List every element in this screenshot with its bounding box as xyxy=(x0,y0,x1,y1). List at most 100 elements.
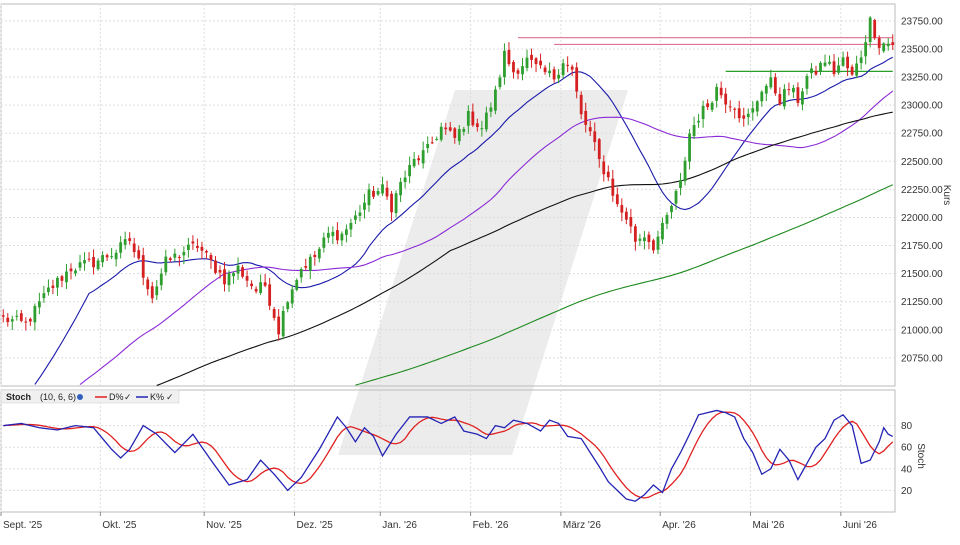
candle-body xyxy=(245,276,249,281)
candle-body xyxy=(593,131,597,143)
candle-body xyxy=(119,242,123,253)
candle-body xyxy=(503,50,506,78)
candle-body xyxy=(670,206,673,213)
candle-body xyxy=(42,293,46,299)
candle-body xyxy=(146,279,150,290)
candle-body xyxy=(489,107,493,112)
candle-body xyxy=(421,150,425,164)
price-tick-label: 23000.00 xyxy=(901,101,943,112)
candle-body xyxy=(507,49,511,65)
candle-body xyxy=(214,260,217,273)
candle-body xyxy=(724,93,728,105)
candle-body xyxy=(87,258,91,260)
candle-body xyxy=(15,315,19,317)
candle-body xyxy=(832,61,836,75)
candle-body xyxy=(399,181,402,196)
candle-body xyxy=(33,305,37,323)
candle-body xyxy=(277,316,281,335)
candle-body xyxy=(439,126,443,140)
x-axis-month-label: Juni '26 xyxy=(843,520,878,531)
candle-body xyxy=(83,260,86,264)
candle-body xyxy=(584,110,588,125)
candle-body xyxy=(236,265,240,274)
candle-body xyxy=(227,273,231,286)
legend-indicator-name: Stoch xyxy=(6,392,31,402)
price-tick-label: 22500.00 xyxy=(901,157,943,168)
candle-body xyxy=(480,128,484,130)
candle-body xyxy=(232,273,235,277)
watermark-logo xyxy=(338,90,628,455)
stochastic-y-axis-title: Stoch xyxy=(915,443,926,469)
candle-body xyxy=(259,282,263,293)
legend-series-k: K% xyxy=(150,392,164,402)
candle-body xyxy=(674,190,678,204)
candle-body xyxy=(376,191,380,195)
candle-body xyxy=(299,269,303,278)
candle-body xyxy=(200,246,204,251)
candle-body xyxy=(196,245,199,248)
moving-average-200 xyxy=(355,184,893,386)
candle-body xyxy=(69,268,73,272)
candle-body xyxy=(665,214,669,224)
candle-body xyxy=(331,231,335,237)
watermark-shape xyxy=(338,90,628,455)
candle-body xyxy=(868,17,872,43)
legend-series-d: D% xyxy=(109,392,124,402)
legend-k-check-icon[interactable]: ✓ xyxy=(166,392,174,402)
candle-body xyxy=(697,120,700,123)
candle-body xyxy=(363,202,366,210)
candle-body xyxy=(782,89,786,107)
candle-body xyxy=(155,286,159,296)
candle-body xyxy=(498,77,502,88)
candle-body xyxy=(6,317,10,323)
price-tick-label: 21000.00 xyxy=(901,325,943,336)
candle-body xyxy=(358,212,362,216)
candle-body xyxy=(74,270,77,274)
candle-body xyxy=(209,255,213,260)
candle-body xyxy=(408,165,412,177)
candle-body xyxy=(286,302,290,310)
candle-body xyxy=(864,42,868,57)
candle-body xyxy=(886,43,890,47)
candle-body xyxy=(367,189,371,206)
candle-body xyxy=(620,205,624,213)
candle-body xyxy=(10,319,14,322)
candle-body xyxy=(624,211,628,220)
candle-body xyxy=(597,139,601,160)
candle-body xyxy=(683,160,687,182)
candle-body xyxy=(51,285,55,289)
price-tick-label: 23750.00 xyxy=(901,16,943,27)
legend-d-check-icon[interactable]: ✓ xyxy=(124,392,132,402)
candle-body xyxy=(1,315,5,317)
candle-body xyxy=(313,254,317,258)
candle-body xyxy=(159,273,163,286)
candle-body xyxy=(56,277,59,288)
candle-body xyxy=(186,244,190,250)
candle-body xyxy=(588,127,592,132)
candle-body xyxy=(521,66,524,75)
candle-body xyxy=(444,127,448,130)
price-tick-label: 23250.00 xyxy=(901,73,943,84)
price-y-axis-title: Kurs xyxy=(941,185,952,206)
candle-body xyxy=(19,313,23,321)
candle-body xyxy=(760,91,764,102)
stochastic-legend: Stoch (10, 6, 6) D% ✓ K% ✓ xyxy=(0,389,180,404)
candle-body xyxy=(737,108,741,119)
candle-body xyxy=(661,222,664,240)
candle-body xyxy=(733,108,737,110)
price-tick-label: 22250.00 xyxy=(901,185,943,196)
price-tick-label: 20750.00 xyxy=(901,353,943,364)
legend-settings-icon[interactable] xyxy=(77,394,83,400)
candle-body xyxy=(828,61,831,64)
candle-body xyxy=(448,127,452,131)
candle-body xyxy=(530,54,533,60)
candle-body xyxy=(381,184,384,194)
candle-body xyxy=(372,190,375,197)
candle-body xyxy=(241,267,244,277)
candlestick-series xyxy=(1,16,895,341)
candle-body xyxy=(60,276,64,281)
candle-body xyxy=(385,187,389,197)
candle-body xyxy=(877,38,881,48)
